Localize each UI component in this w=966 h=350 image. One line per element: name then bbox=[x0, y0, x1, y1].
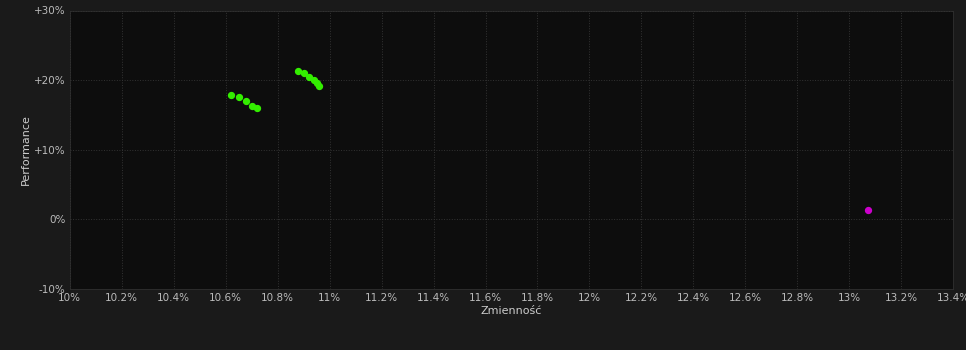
Point bbox=[223, 92, 239, 98]
Point bbox=[860, 207, 875, 213]
Point bbox=[306, 77, 322, 83]
Point bbox=[239, 98, 254, 104]
Point bbox=[231, 94, 246, 100]
Point bbox=[243, 103, 259, 108]
Point bbox=[301, 74, 317, 79]
Y-axis label: Performance: Performance bbox=[21, 114, 31, 185]
Point bbox=[296, 70, 311, 76]
X-axis label: Zmienność: Zmienność bbox=[481, 306, 542, 316]
Point bbox=[311, 83, 327, 89]
Point bbox=[291, 68, 306, 74]
Point bbox=[309, 80, 325, 86]
Point bbox=[249, 105, 265, 111]
